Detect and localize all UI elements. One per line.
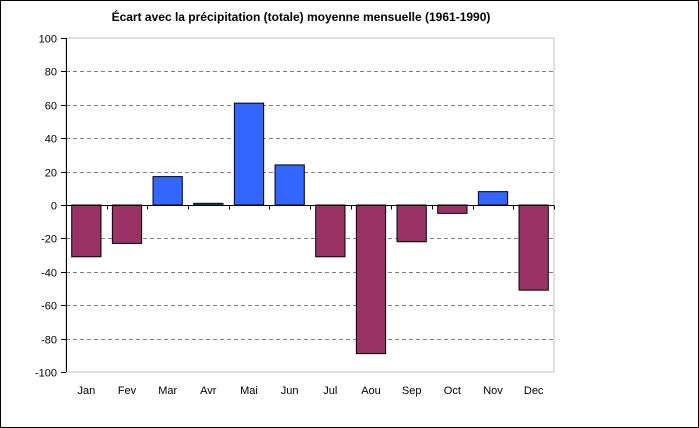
y-tick-label: -40 xyxy=(41,268,57,280)
axes xyxy=(61,38,555,373)
bar-jan xyxy=(71,204,102,258)
bar-aou xyxy=(355,204,387,355)
bar-mar xyxy=(152,176,183,206)
y-tick-label: 0 xyxy=(51,201,57,213)
x-tick-label: Sep xyxy=(402,385,422,397)
x-tick-label: Jan xyxy=(77,385,95,397)
x-tick-label: Mar xyxy=(158,385,177,397)
y-tick-label: 60 xyxy=(45,101,57,113)
y-tick-label: 40 xyxy=(45,134,57,146)
x-tick-label: Avr xyxy=(200,385,217,397)
x-tick-label: Jul xyxy=(323,385,337,397)
x-tick-label: Aou xyxy=(361,385,381,397)
y-tick-label: -20 xyxy=(41,234,57,246)
y-tick-label: -80 xyxy=(41,335,57,347)
x-tick-label: Jun xyxy=(281,385,299,397)
bars xyxy=(71,102,549,355)
y-tick-label: 100 xyxy=(39,34,57,46)
bar-jun xyxy=(274,164,305,206)
bar-dec xyxy=(518,204,549,291)
bar-sep xyxy=(396,204,427,243)
chart-title: Écart avec la précipitation (totale) moy… xyxy=(111,10,491,24)
y-tick-label: -100 xyxy=(35,368,57,380)
x-tick-label: Oct xyxy=(444,385,461,397)
y-tick-label: 20 xyxy=(45,168,57,180)
x-tick-labels: Jan Fev Mar Avr Mai Jun Jul Aou Sep Oct Nov Dec xyxy=(77,385,543,397)
bar-avr xyxy=(193,202,224,206)
bar-nov xyxy=(477,191,509,206)
x-tick-label: Fev xyxy=(118,385,137,397)
y-tick-labels: 100 80 60 40 20 0 -20 -40 -60 -80 -100 xyxy=(35,34,57,380)
bar-mai xyxy=(233,102,265,206)
x-tick-label: Nov xyxy=(483,385,503,397)
y-tick-label: -60 xyxy=(41,301,57,313)
x-tick-label: Mai xyxy=(240,385,258,397)
bar-fev xyxy=(111,204,143,244)
bar-oct xyxy=(437,204,468,214)
bar-jul xyxy=(315,204,346,258)
y-tick-label: 80 xyxy=(45,67,57,79)
x-tick-label: Dec xyxy=(524,385,544,397)
